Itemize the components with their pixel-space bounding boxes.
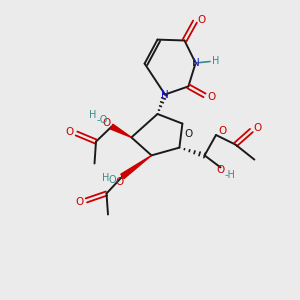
Text: O: O (115, 177, 124, 188)
Text: H: H (212, 56, 219, 67)
Text: H: H (88, 110, 96, 120)
Text: O: O (66, 127, 74, 137)
Text: O: O (76, 197, 84, 207)
Text: O: O (216, 165, 225, 176)
Text: -H: -H (224, 170, 235, 181)
Polygon shape (121, 155, 152, 178)
Text: O: O (197, 15, 205, 25)
Polygon shape (110, 124, 131, 137)
Text: O: O (218, 126, 227, 136)
Text: O: O (184, 129, 193, 140)
Text: -O: -O (96, 115, 108, 125)
Text: N: N (192, 58, 200, 68)
Text: O: O (102, 118, 110, 128)
Text: O: O (207, 92, 215, 102)
Text: O: O (253, 123, 262, 133)
Text: N: N (160, 89, 168, 100)
Text: H: H (102, 173, 110, 183)
Text: O: O (108, 175, 116, 185)
